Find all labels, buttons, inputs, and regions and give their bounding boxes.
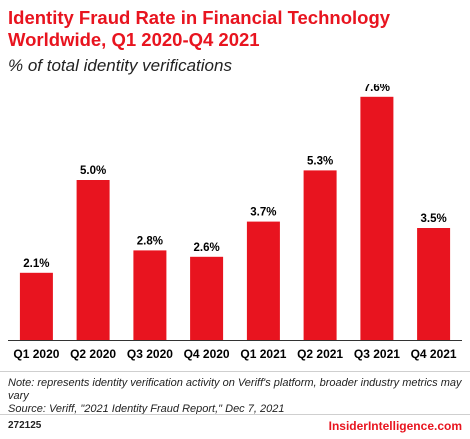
- x-tick-label: Q2 2021: [297, 347, 343, 361]
- source-text: Source: Veriff, "2021 Identity Fraud Rep…: [8, 403, 285, 415]
- bar-q4-2021: [417, 228, 451, 340]
- bar-q3-2021: [360, 96, 394, 340]
- data-label: 2.1%: [23, 258, 49, 270]
- data-label: 7.6%: [364, 84, 390, 94]
- data-label: 5.0%: [80, 165, 106, 177]
- data-label: 2.6%: [193, 242, 219, 254]
- x-tick-label: Q1 2020: [13, 347, 59, 361]
- bar-q2-2021: [303, 170, 337, 340]
- chart-subtitle: % of total identity verifications: [8, 56, 232, 75]
- data-label: 2.8%: [137, 235, 163, 247]
- chart-id: 272125: [8, 420, 42, 431]
- x-tick-label: Q2 2020: [70, 347, 116, 361]
- brand-logo-text: InsiderIntelligence.com: [328, 419, 462, 433]
- x-tick-label: Q4 2020: [184, 347, 230, 361]
- note-text: Note: represents identity verification a…: [8, 377, 462, 402]
- x-tick-label: Q1 2021: [240, 347, 286, 361]
- data-label: 3.7%: [250, 207, 276, 219]
- bar-q2-2020: [76, 180, 110, 340]
- x-tick-label: Q4 2021: [411, 347, 457, 361]
- bar-q3-2020: [133, 250, 167, 340]
- x-tick-label: Q3 2020: [127, 347, 173, 361]
- note-divider: [0, 371, 470, 372]
- bar-chart: 2.1% Q1 2020 5.0% Q2 2020 2.8% Q3 2020 2.6% Q4 …: [8, 84, 462, 361]
- x-tick-label: Q3 2021: [354, 347, 400, 361]
- footer-divider: [0, 414, 470, 415]
- bar-q4-2020: [190, 256, 224, 340]
- data-label: 5.3%: [307, 155, 333, 167]
- data-label: 3.5%: [420, 213, 446, 225]
- bar-q1-2020: [19, 272, 53, 340]
- bar-q1-2021: [246, 221, 280, 340]
- chart-title: Identity Fraud Rate in Financial Technol…: [8, 7, 391, 50]
- chart-note: Note: represents identity verification a…: [8, 377, 463, 416]
